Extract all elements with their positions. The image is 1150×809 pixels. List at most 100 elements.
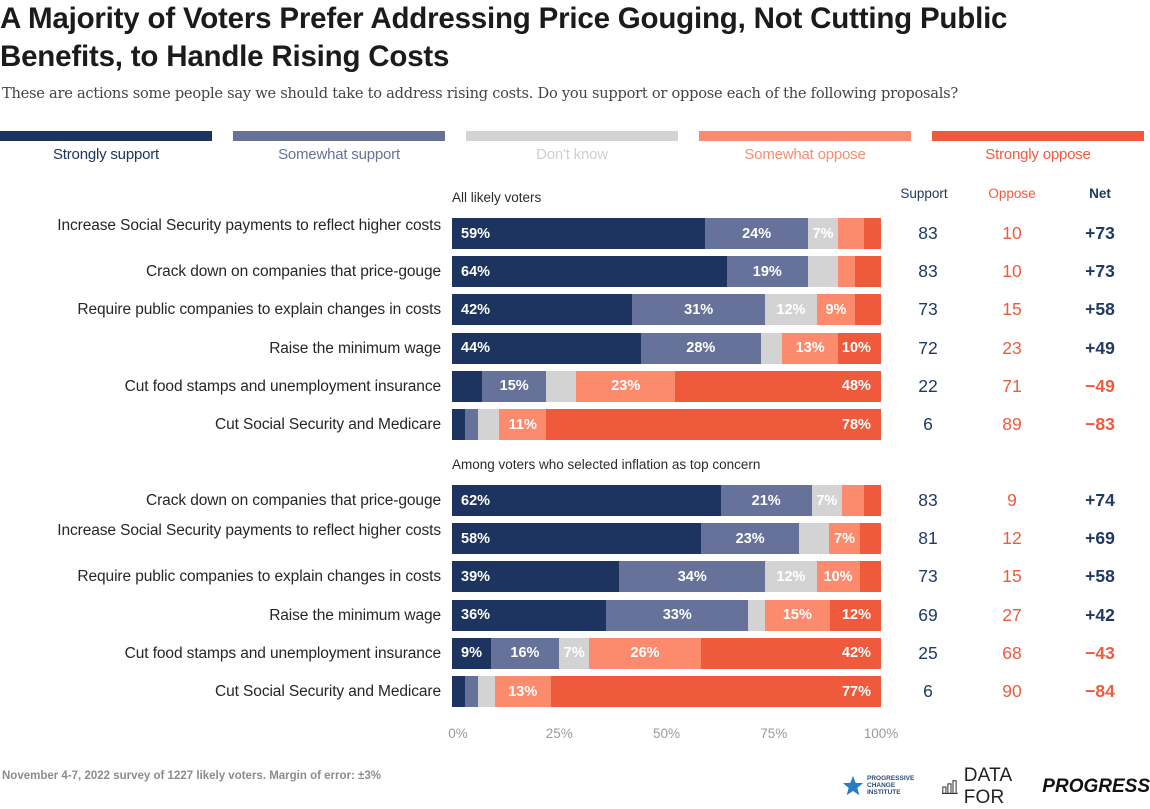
- row-label: Increase Social Security payments to ref…: [57, 522, 441, 540]
- data-label: 7%: [834, 530, 855, 547]
- bar-segment-somewhat-support: 21%: [720, 485, 812, 516]
- stacked-bar: 15% 23% 48%: [452, 370, 881, 402]
- bar-segment-dont-know: 12%: [765, 294, 817, 326]
- legend-swatch-strongly-support: [0, 131, 212, 141]
- data-label: 12%: [776, 301, 806, 318]
- oppose-value: 68: [1002, 642, 1022, 663]
- support-value: 83: [918, 261, 938, 282]
- support-value: 6: [923, 414, 933, 434]
- data-label: 19%: [752, 263, 782, 280]
- data-label: 31%: [684, 301, 714, 318]
- data-label: 34%: [677, 568, 707, 585]
- support-value: 83: [918, 490, 938, 510]
- net-value: −43: [1085, 642, 1115, 663]
- data-label: 42%: [841, 645, 871, 662]
- support-value: 22: [918, 375, 938, 396]
- stacked-bar: 59% 24% 7%: [452, 218, 881, 249]
- bar-segment-strongly-support: 9%: [452, 637, 491, 669]
- data-label: 16%: [510, 645, 540, 662]
- bar-segment-dont-know: 7%: [811, 485, 842, 516]
- net-value: +58: [1085, 566, 1115, 587]
- data-label: 15%: [782, 607, 812, 624]
- bar-segment-dont-know: [760, 332, 783, 364]
- data-label: 42%: [461, 301, 491, 318]
- legend-swatch-dont-know: [466, 131, 678, 141]
- stacked-bar: 36% 33% 15% 12%: [452, 599, 881, 631]
- data-label: 13%: [508, 683, 538, 700]
- data-label: 36%: [461, 607, 491, 624]
- data-label: 10%: [841, 340, 871, 357]
- bar-segment-dont-know: 7%: [559, 637, 590, 669]
- section-label: All likely voters: [452, 190, 542, 205]
- x-tick-label: 0%: [448, 726, 468, 741]
- bar-segment-somewhat-support: 15%: [482, 370, 547, 402]
- legend-label-dont-know: Don't know: [536, 146, 608, 163]
- bar-segment-somewhat-oppose: 9%: [816, 294, 856, 326]
- row-label: Increase Social Security payments to ref…: [57, 217, 441, 234]
- data-label: 7%: [816, 492, 838, 509]
- bar-chart-icon: [942, 780, 958, 795]
- data-label: 26%: [630, 645, 660, 662]
- row-label: Cut food stamps and unemployment insuran…: [124, 644, 441, 662]
- support-value: 73: [918, 566, 938, 587]
- bar-segment-somewhat-oppose: 26%: [589, 637, 701, 669]
- bar-segment-strongly-support: 44%: [452, 332, 641, 364]
- column-header-oppose: Oppose: [988, 186, 1036, 201]
- pci-text-line-2: CHANGE: [867, 782, 896, 789]
- support-value: 25: [918, 642, 938, 663]
- legend-item-dont-know: Don't know: [466, 131, 678, 171]
- section-label: Among voters who selected inflation as t…: [452, 457, 761, 472]
- bar-segment-strongly-oppose: 12%: [829, 599, 881, 631]
- data-label: 21%: [751, 492, 781, 509]
- bar-segment-somewhat-support: 24%: [705, 218, 809, 249]
- pci-text-line-1: PROGRESSIVE: [867, 775, 915, 782]
- bar-segment-somewhat-support: 19%: [726, 256, 809, 288]
- data-label: 12%: [776, 568, 806, 585]
- bar-segment-somewhat-support: 34%: [619, 561, 766, 593]
- chart-subtitle: These are actions some people say we sho…: [2, 85, 958, 102]
- x-tick-label: 25%: [545, 726, 573, 741]
- oppose-value: 12: [1002, 528, 1022, 549]
- column-header-support: Support: [900, 186, 948, 201]
- bar-segment-strongly-oppose: [859, 561, 881, 593]
- chart-title-line-2: Benefits, to Handle Rising Costs: [0, 40, 450, 73]
- bar-segment-strongly-support: 58%: [452, 523, 701, 555]
- bar-segment-strongly-oppose: [855, 256, 881, 288]
- net-value: +42: [1085, 604, 1115, 625]
- bar-segment-strongly-oppose: [859, 523, 881, 555]
- progressive-change-institute-logo: PROGRESSIVE CHANGE INSTITUTE: [842, 772, 932, 800]
- legend: Strongly support Somewhat support Don't kn…: [0, 131, 1150, 171]
- bar-segment-somewhat-oppose: [838, 256, 856, 288]
- data-label: 13%: [795, 340, 825, 357]
- oppose-value: 15: [1002, 299, 1022, 320]
- x-tick-label: 100%: [863, 726, 899, 741]
- bar-segment-strongly-support: 64%: [452, 256, 727, 288]
- row-label: Require public companies to explain chan…: [77, 568, 441, 586]
- data-label: 9%: [461, 645, 482, 662]
- oppose-value: 23: [1002, 337, 1022, 358]
- data-label: 77%: [841, 683, 871, 700]
- oppose-value: 10: [1002, 223, 1022, 243]
- chart-title-line-1: A Majority of Voters Prefer Addressing P…: [0, 2, 1008, 35]
- net-value: −49: [1085, 375, 1115, 396]
- data-label: 58%: [461, 530, 491, 547]
- support-value: 6: [923, 681, 933, 701]
- bar-segment-dont-know: 7%: [808, 218, 839, 249]
- column-header-net: Net: [1089, 186, 1111, 201]
- support-value: 83: [918, 223, 938, 243]
- data-label: 64%: [461, 263, 491, 280]
- bar-segment-somewhat-oppose: 13%: [782, 332, 839, 364]
- bar-segment-strongly-support: [452, 409, 465, 440]
- bar-segment-dont-know: [799, 523, 830, 555]
- bar-segment-strongly-support: 42%: [452, 294, 633, 326]
- stacked-bar: 64% 19%: [452, 256, 881, 288]
- bar-segment-dont-know: 12%: [765, 561, 817, 593]
- data-label: 7%: [563, 645, 585, 662]
- bar-segment-somewhat-support: [464, 676, 478, 707]
- net-value: +73: [1085, 223, 1115, 243]
- data-label: 12%: [841, 607, 871, 624]
- data-label: 62%: [461, 492, 491, 509]
- data-label: 23%: [611, 378, 641, 395]
- row-label: Require public companies to explain chan…: [77, 301, 441, 319]
- support-value: 69: [918, 604, 938, 625]
